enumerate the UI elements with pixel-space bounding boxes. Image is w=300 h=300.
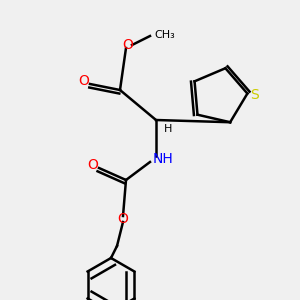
Text: O: O (79, 74, 89, 88)
Text: NH: NH (153, 152, 174, 166)
Text: O: O (88, 158, 98, 172)
Text: O: O (122, 38, 133, 52)
Text: H: H (164, 124, 172, 134)
Text: S: S (250, 88, 259, 102)
Text: O: O (118, 212, 128, 226)
Text: CH₃: CH₃ (154, 29, 175, 40)
